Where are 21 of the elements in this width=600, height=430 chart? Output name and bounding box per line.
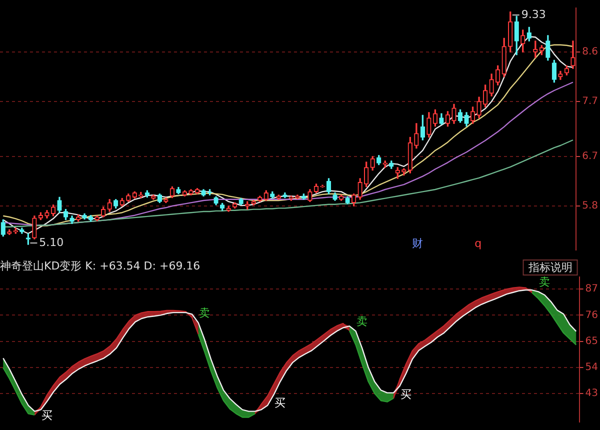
annotation: 卖 [356,314,368,328]
y-tick-label: 54 [585,362,598,373]
text: 指标说明 [527,260,572,274]
annotation: 5.10 [39,236,64,249]
y-tick-label: 8.6 [582,46,598,58]
y-tick-label: 6.7 [582,151,598,162]
annotation: q [474,236,482,250]
annotation: 买 [400,388,412,401]
y-tick-label: 43 [585,388,598,400]
y-tick-label: 7.7 [582,96,598,108]
y-tick-label: 87 [585,284,598,295]
y-tick-label: 65 [585,336,598,347]
y-tick-label: 5.8 [582,200,598,212]
annotation: 卖 [538,276,550,289]
annotation: 9.33 [521,8,546,21]
annotation: 财 [412,236,424,250]
annotation: 买 [274,396,286,410]
annotation: 买 [41,408,52,422]
y-tick-label: 76 [585,310,598,321]
annotation: 卖 [198,306,210,320]
chart-title: 神奇登山KD变形 K: +63.54 D: +69.16 [0,259,200,272]
